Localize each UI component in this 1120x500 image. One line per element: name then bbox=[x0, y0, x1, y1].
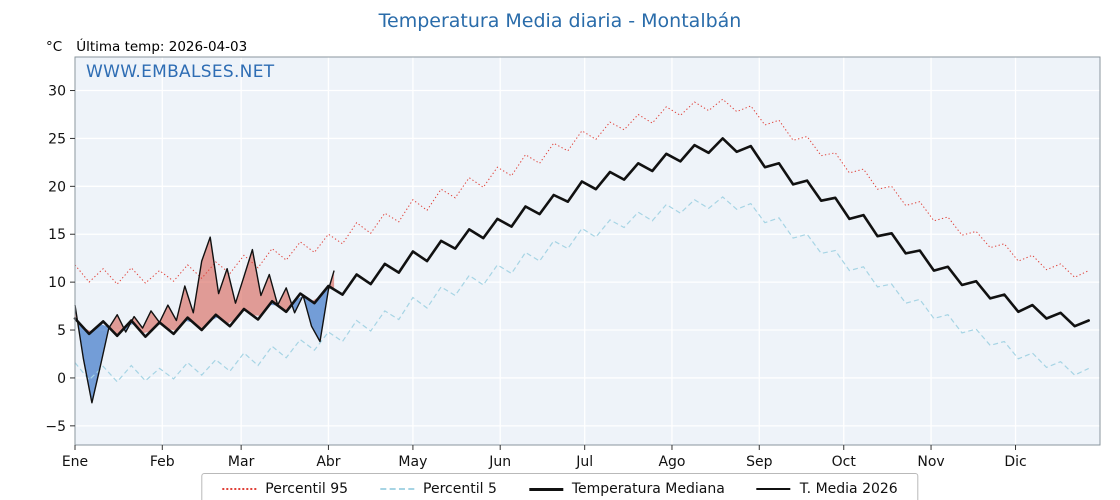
svg-text:Abr: Abr bbox=[316, 454, 340, 470]
legend-item-percentil-95: Percentil 95 bbox=[222, 481, 348, 497]
legend-item-tmedia-2026: T. Media 2026 bbox=[756, 481, 898, 497]
svg-text:Mar: Mar bbox=[228, 454, 255, 470]
svg-text:May: May bbox=[398, 454, 427, 470]
svg-text:Nov: Nov bbox=[917, 454, 944, 470]
legend-line-mediana-icon bbox=[528, 487, 563, 491]
svg-text:Dic: Dic bbox=[1004, 454, 1026, 470]
svg-text:Feb: Feb bbox=[150, 454, 175, 470]
y-axis-unit-label: °C bbox=[46, 39, 63, 55]
legend-line-percentil-95-icon bbox=[222, 488, 257, 490]
svg-text:30: 30 bbox=[48, 84, 66, 100]
legend-line-percentil-5-icon bbox=[380, 488, 415, 490]
last-temp-label: Última temp: 2026-04-03 bbox=[76, 39, 248, 55]
svg-text:15: 15 bbox=[48, 227, 66, 243]
legend: Percentil 95 Percentil 5 Temperatura Med… bbox=[201, 473, 919, 500]
svg-text:Ene: Ene bbox=[62, 454, 88, 470]
svg-text:Ago: Ago bbox=[658, 454, 685, 470]
legend-label-tmedia-2026: T. Media 2026 bbox=[799, 481, 898, 497]
watermark: WWW.EMBALSES.NET bbox=[86, 62, 275, 82]
svg-text:10: 10 bbox=[48, 275, 66, 291]
legend-line-tmedia-2026-icon bbox=[756, 488, 791, 490]
legend-label-mediana: Temperatura Mediana bbox=[571, 481, 725, 497]
legend-item-mediana: Temperatura Mediana bbox=[528, 481, 725, 497]
svg-text:25: 25 bbox=[48, 131, 66, 147]
legend-label-percentil-5: Percentil 5 bbox=[423, 481, 497, 497]
svg-text:Jun: Jun bbox=[488, 454, 511, 470]
subtitle-row: °C Última temp: 2026-04-03 bbox=[46, 39, 247, 55]
svg-text:Jul: Jul bbox=[575, 454, 593, 470]
svg-text:5: 5 bbox=[57, 323, 66, 339]
svg-text:0: 0 bbox=[57, 371, 66, 387]
chart-title: Temperatura Media diaria - Montalbán bbox=[378, 10, 742, 32]
svg-text:Sep: Sep bbox=[746, 454, 773, 470]
svg-text:20: 20 bbox=[48, 179, 66, 195]
svg-text:−5: −5 bbox=[45, 419, 66, 435]
svg-text:Oct: Oct bbox=[832, 454, 857, 470]
legend-label-percentil-95: Percentil 95 bbox=[265, 481, 349, 497]
legend-item-percentil-5: Percentil 5 bbox=[380, 481, 497, 497]
